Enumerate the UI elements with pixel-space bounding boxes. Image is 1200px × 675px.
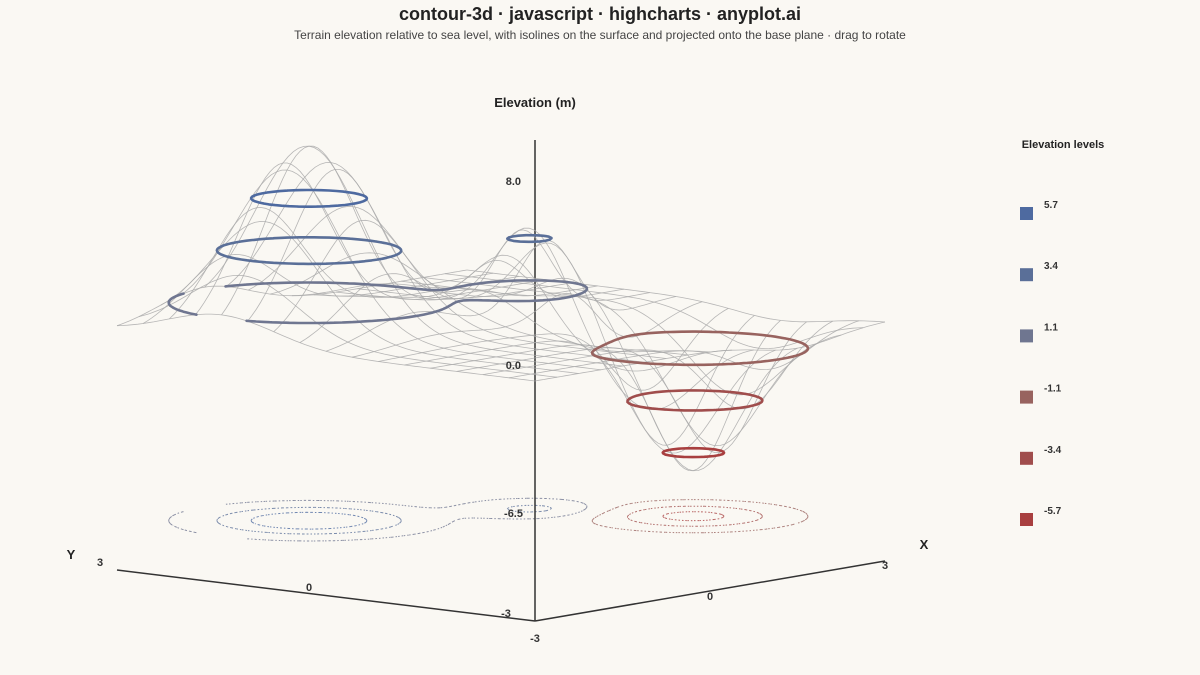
isoline <box>215 233 553 266</box>
mesh-line <box>466 269 886 323</box>
x-tick-label: 0 <box>707 591 713 603</box>
mesh-line <box>182 169 601 371</box>
x-tick-label: -3 <box>530 633 540 645</box>
legend-swatch <box>1020 207 1033 220</box>
mesh-line <box>142 254 494 324</box>
mesh-line <box>325 240 677 352</box>
legend: Elevation levels 5.7 3.4 1.1 -1.1 -3.4 -5.7 <box>1020 139 1104 526</box>
x-tick-label: 3 <box>882 560 888 572</box>
projected-isoline <box>250 511 368 530</box>
legend-label: 3.4 <box>1044 261 1058 272</box>
legend-label: -3.4 <box>1044 445 1062 456</box>
mesh-line <box>379 277 798 472</box>
legend-swatch <box>1020 513 1033 526</box>
base-projection-layer <box>168 497 809 542</box>
y-tick-label: 0 <box>306 582 312 594</box>
legend-title: Elevation levels <box>1022 139 1105 151</box>
axis-labels: Elevation (m) 8.0 0.0 -6.5 X Y -3 0 3 -3… <box>67 95 929 645</box>
y-tick-label: -3 <box>501 608 511 620</box>
chart-subtitle: Terrain elevation relative to sea level,… <box>294 28 906 42</box>
y-axis-title: Y <box>67 547 76 562</box>
surface-mesh[interactable] <box>116 145 886 472</box>
mesh-line <box>221 145 572 316</box>
y-axis-line <box>116 569 536 622</box>
projected-isoline <box>627 505 763 527</box>
z-tick-label: -6.5 <box>504 508 523 520</box>
chart-title: contour-3d · javascript · highcharts · a… <box>398 4 802 24</box>
projected-isoline <box>216 504 552 535</box>
isoline <box>249 188 369 208</box>
z-tick-label: 0.0 <box>506 360 521 372</box>
isoline <box>626 389 764 412</box>
legend-label: -5.7 <box>1044 506 1062 517</box>
mesh-line <box>401 280 820 447</box>
legend-swatch <box>1020 451 1033 465</box>
x-axis-line <box>534 560 886 622</box>
surface-isolines <box>167 188 810 459</box>
axes-layer <box>116 140 886 622</box>
legend-label: 1.1 <box>1044 322 1058 333</box>
legend-label: 5.7 <box>1044 200 1058 211</box>
isoline <box>167 279 589 325</box>
z-axis-title: Elevation (m) <box>494 95 576 110</box>
legend-swatch <box>1020 268 1033 282</box>
projected-isoline <box>662 511 725 522</box>
x-axis-title: X <box>920 537 929 552</box>
legend-swatch <box>1020 329 1033 343</box>
projected-isoline <box>168 497 588 542</box>
legend-label: -1.1 <box>1044 384 1062 395</box>
z-tick-label: 8.0 <box>506 176 521 188</box>
y-tick-label: 3 <box>97 557 103 569</box>
mesh-line <box>423 277 842 396</box>
mesh-line <box>247 169 598 322</box>
mesh-line <box>204 145 623 367</box>
projected-isoline <box>591 499 809 534</box>
isoline <box>661 446 726 459</box>
mesh-line <box>445 273 864 350</box>
legend-swatch <box>1020 390 1033 404</box>
isoline <box>590 330 810 367</box>
mesh-line <box>357 242 776 454</box>
